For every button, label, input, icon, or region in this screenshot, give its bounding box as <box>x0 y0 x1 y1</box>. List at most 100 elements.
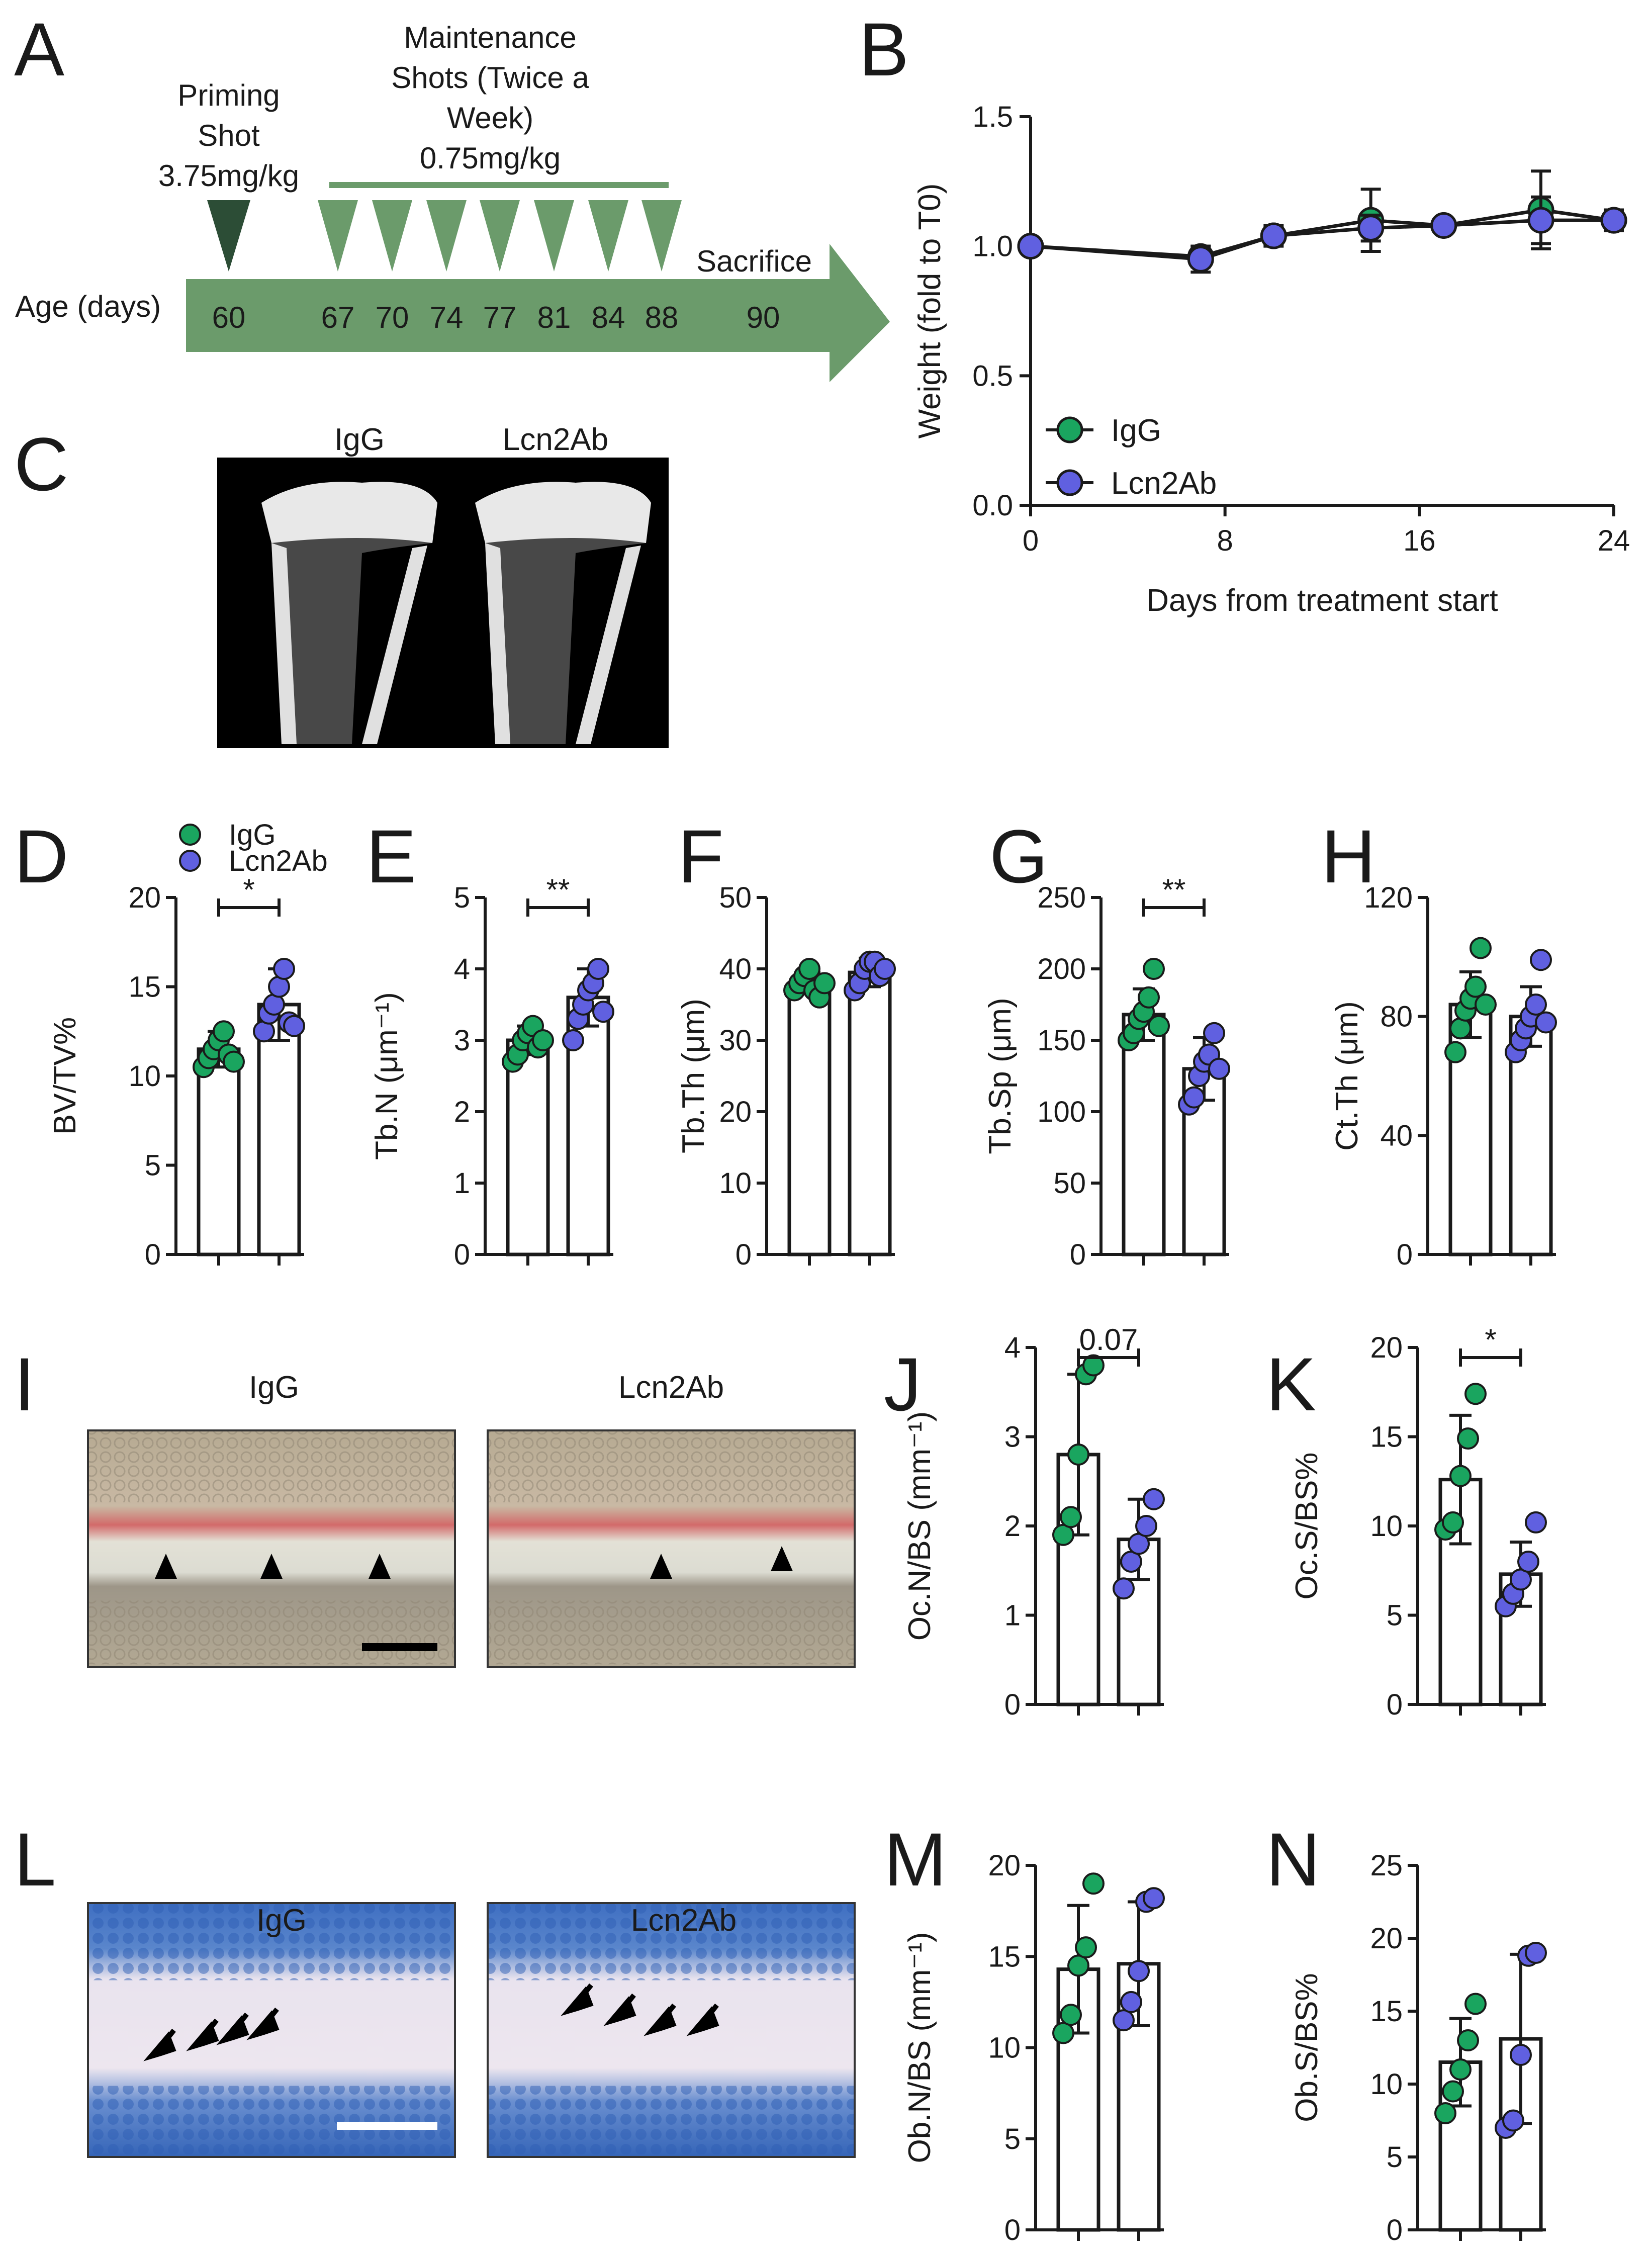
arrow-icon <box>186 2018 219 2051</box>
g-data-point <box>1148 1015 1170 1037</box>
panel-i-label: Lcn2Ab <box>618 1370 724 1405</box>
panel-label-f: F <box>678 814 724 898</box>
b-y-tick-label: 0.5 <box>972 359 1013 392</box>
b-x-axis-title: Days from treatment start <box>1146 583 1498 618</box>
d-data-point <box>223 1050 245 1073</box>
b-data-point <box>1357 215 1385 242</box>
g-data-point <box>1203 1022 1225 1044</box>
g-y-axis-title: Tb.Sp (μm) <box>983 998 1018 1154</box>
b-data-point <box>1600 207 1627 234</box>
f-y-tick-label: 50 <box>719 881 752 914</box>
k-significance: * <box>1485 1323 1496 1357</box>
g-bar-igg <box>1122 1013 1166 1256</box>
b-x-tick-label: 8 <box>1217 524 1233 557</box>
b-x-tick-label: 24 <box>1598 524 1630 557</box>
n-data-point <box>1464 1993 1487 2015</box>
arrow-icon <box>216 2012 249 2045</box>
stain-image-lcn2ab <box>487 1429 856 1668</box>
j-data-point <box>1135 1515 1157 1537</box>
n-y-tick-label: 10 <box>1370 2068 1403 2101</box>
j-y-tick-label: 1 <box>1004 1599 1021 1632</box>
h-data-point <box>1470 937 1492 959</box>
maintenance-day: 74 <box>430 301 464 334</box>
stain-image-lcn2ab <box>487 1902 856 2158</box>
microct-bone <box>475 482 651 744</box>
h-y-axis-title: Ct.Th (μm) <box>1330 1001 1364 1150</box>
maintenance-label-line: Shots (Twice a <box>391 61 589 95</box>
arrowhead-icon <box>771 1546 793 1571</box>
scale-bar <box>337 2122 437 2130</box>
panel-label-n: N <box>1266 1817 1320 1902</box>
h-data-point <box>1444 1041 1466 1063</box>
e-y-tick-label: 2 <box>454 1096 470 1128</box>
maintenance-triangle <box>588 200 628 272</box>
g-y-tick-label: 150 <box>1037 1024 1086 1057</box>
panel-c-label: Lcn2Ab <box>503 422 608 457</box>
j-data-point <box>1082 1354 1105 1377</box>
arrow-icon <box>561 1983 594 2016</box>
panel-label-a: A <box>14 7 64 92</box>
k-data-point <box>1442 1511 1464 1534</box>
n-data-point <box>1510 2044 1532 2066</box>
b-x-tick-label: 16 <box>1403 524 1436 557</box>
k-y-tick-label: 20 <box>1370 1331 1403 1364</box>
maintenance-label-line: Maintenance <box>404 21 577 54</box>
n-y-axis-title: Ob.S/BS% <box>1290 1973 1324 2122</box>
n-data-point <box>1449 2058 1472 2081</box>
n-data-point <box>1434 2102 1456 2124</box>
n-data-point <box>1502 2109 1524 2132</box>
g-data-point <box>1208 1057 1230 1080</box>
e-data-point <box>532 1029 554 1051</box>
b-data-point <box>1527 207 1554 234</box>
panel-label-i: I <box>14 1342 35 1426</box>
e-significance: ** <box>546 873 570 907</box>
k-data-point <box>1464 1383 1487 1405</box>
panel-label-h: H <box>1321 814 1375 898</box>
b-x-tick-label: 0 <box>1023 524 1039 557</box>
d-legend-label: Lcn2Ab <box>229 845 328 877</box>
priming-label-line: Shot <box>198 119 260 152</box>
d-y-tick-label: 0 <box>145 1238 161 1271</box>
n-y-tick-label: 25 <box>1370 1849 1403 1882</box>
f-y-tick-label: 20 <box>719 1096 752 1128</box>
b-legend-label: Lcn2Ab <box>1111 466 1217 501</box>
h-y-tick-label: 80 <box>1380 1001 1413 1033</box>
h-data-point <box>1475 994 1497 1016</box>
maintenance-day: 84 <box>592 301 625 334</box>
maintenance-triangle <box>372 200 412 272</box>
j-data-point <box>1067 1444 1089 1466</box>
b-y-axis-title: Weight (fold to T0) <box>912 184 947 439</box>
maintenance-label-line: Week) <box>447 101 533 135</box>
m-data-point <box>1113 2009 1135 2032</box>
maintenance-triangle <box>641 200 682 272</box>
b-data-point <box>1017 233 1044 260</box>
g-data-point <box>1138 986 1160 1009</box>
d-y-tick-label: 15 <box>128 971 161 1004</box>
maintenance-day: 81 <box>537 301 571 334</box>
j-y-tick-label: 0 <box>1004 1688 1021 1721</box>
e-y-axis-title: Tb.N (μm⁻¹) <box>370 992 404 1160</box>
priming-label-line: 3.75mg/kg <box>158 159 299 193</box>
f-y-tick-label: 10 <box>719 1167 752 1200</box>
j-y-tick-label: 3 <box>1004 1421 1021 1454</box>
arrowhead-icon <box>155 1554 177 1579</box>
f-y-tick-label: 0 <box>736 1238 752 1271</box>
d-legend-label: IgG <box>229 819 276 851</box>
d-significance: * <box>243 873 254 907</box>
e-y-tick-label: 1 <box>454 1167 470 1200</box>
panel-label-e: E <box>366 814 416 898</box>
arrow-icon <box>603 1993 636 2026</box>
d-data-point <box>273 958 295 980</box>
g-y-tick-label: 200 <box>1037 953 1086 985</box>
d-y-tick-label: 20 <box>128 881 161 914</box>
n-y-tick-label: 5 <box>1387 2141 1403 2174</box>
n-data-point <box>1525 1942 1547 1964</box>
m-data-point <box>1082 1872 1105 1895</box>
n-y-tick-label: 15 <box>1370 1995 1403 2028</box>
f-y-tick-label: 40 <box>719 953 752 985</box>
m-data-point <box>1128 1960 1150 1983</box>
b-data-point <box>1430 212 1457 239</box>
b-legend-marker <box>1056 469 1083 496</box>
panel-label-g: G <box>989 814 1048 898</box>
timeline-arrow <box>186 244 890 382</box>
